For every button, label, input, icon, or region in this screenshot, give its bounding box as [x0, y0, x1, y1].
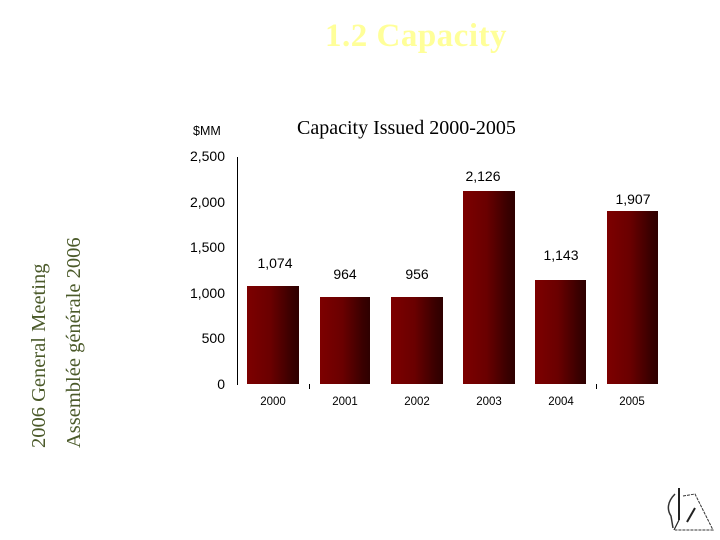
bar-2001 [320, 297, 370, 384]
meeting-side-text: 2006 General Meeting Assemblée générale … [22, 237, 92, 448]
y-tick-2500: 2,500 [189, 148, 225, 164]
bar-2003 [463, 191, 515, 384]
x-label-2002: 2002 [404, 396, 430, 408]
x-label-2004: 2004 [548, 396, 574, 408]
x-label-2001: 2001 [332, 396, 358, 408]
x-label-2005: 2005 [619, 396, 645, 408]
x-axis-tick [596, 384, 597, 389]
value-label-2001: 964 [333, 266, 357, 282]
side-text-french: Assemblée générale 2006 [63, 237, 85, 448]
side-text-english: 2006 General Meeting [28, 263, 50, 448]
bar-2002 [391, 297, 443, 384]
bar-2005 [607, 211, 658, 384]
value-label-2004: 1,143 [543, 247, 579, 263]
y-tick-500: 500 [201, 330, 225, 346]
y-tick-1000: 1,000 [189, 285, 225, 301]
y-axis-unit-label: $MM [193, 124, 221, 138]
y-tick-1500: 1,500 [189, 239, 225, 255]
value-label-2003: 2,126 [465, 168, 501, 184]
bar-2004 [535, 280, 586, 384]
bar-2000 [247, 286, 299, 384]
x-label-2000: 2000 [260, 396, 286, 408]
value-label-2000: 1,074 [257, 255, 293, 271]
y-tick-0: 0 [217, 376, 225, 392]
chart-title: Capacity Issued 2000-2005 [297, 117, 516, 139]
slide-title: 1.2 Capacity [325, 18, 507, 54]
organization-logo-icon [667, 488, 714, 531]
x-label-2003: 2003 [476, 396, 502, 408]
x-axis-tick [309, 384, 310, 389]
y-tick-2000: 2,000 [189, 194, 225, 210]
value-label-2005: 1,907 [615, 191, 651, 207]
value-label-2002: 956 [405, 266, 429, 282]
y-axis-line [237, 157, 238, 385]
